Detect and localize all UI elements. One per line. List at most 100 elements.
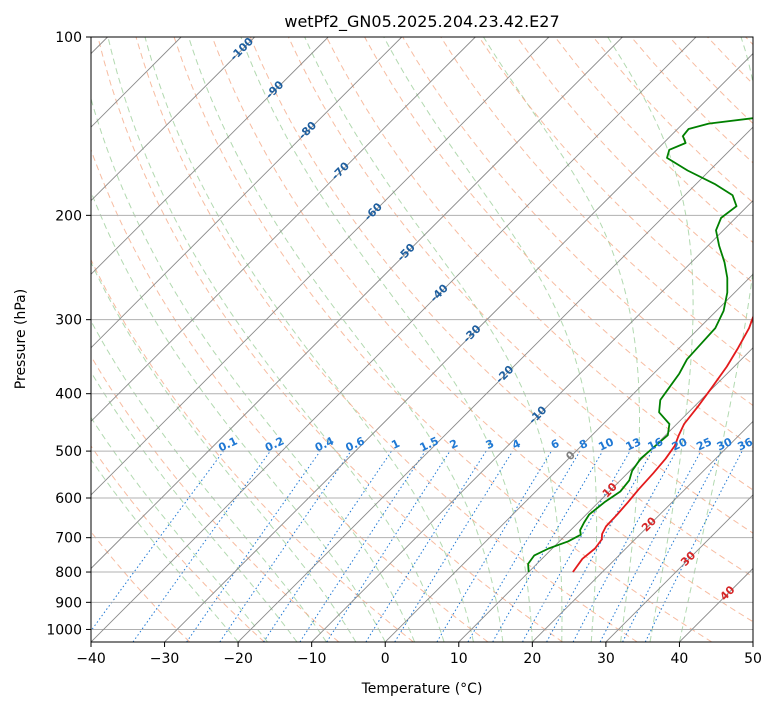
moist-adiabat-line	[144, 37, 474, 642]
y-tick-label: 200	[55, 208, 82, 224]
y-tick-label: 1000	[46, 622, 82, 638]
x-tick-label: −20	[223, 651, 253, 667]
moist-adiabat-line	[91, 261, 357, 642]
mixing-ratio-line	[365, 450, 487, 642]
isotherm-label: -40	[428, 281, 451, 304]
x-tick-label: 0	[381, 651, 390, 667]
isotherm-line	[311, 200, 753, 642]
moist-adiabat-line	[483, 37, 640, 642]
mixing-ratio-label: 20	[670, 435, 690, 453]
isotherm-line	[164, 52, 753, 642]
profile-series	[527, 117, 753, 573]
y-axis-ticks: 100 200 300 400 500 600 700 800 900 1000	[46, 30, 91, 638]
x-tick-label: −30	[150, 651, 180, 667]
chart-title: wetPf2_GN05.2025.204.23.42.E27	[284, 12, 559, 32]
mixing-ratio-label: 13	[624, 435, 643, 453]
isotherm-label: -90	[263, 78, 286, 101]
isopleth-labels: -100-90-80-70-60-50-40-30-20-10010203040…	[216, 35, 755, 604]
y-tick-label: 700	[55, 531, 82, 547]
x-axis-title: Temperature (°C)	[361, 681, 483, 697]
dry-adiabat-line	[478, 37, 753, 324]
isotherm-line	[91, 37, 550, 496]
isotherm-line	[605, 494, 753, 642]
x-tick-label: −40	[76, 651, 106, 667]
mixing-ratio-line	[91, 450, 224, 632]
x-tick-label: 50	[744, 651, 762, 667]
mixing-ratio-line	[599, 450, 702, 642]
isotherm-line	[752, 641, 753, 642]
mixing-ratio-label: 10	[596, 435, 616, 453]
mixing-ratio-line	[467, 450, 581, 642]
isotherm-label: -30	[460, 322, 483, 345]
moist-adiabat-line	[240, 37, 533, 642]
mixing-ratio-lines	[91, 450, 743, 642]
isotherm-line	[532, 420, 753, 642]
x-tick-label: 10	[450, 651, 468, 667]
dry-adiabat-line	[592, 37, 753, 204]
x-tick-label: 30	[597, 651, 615, 667]
dry-adiabat-line	[91, 148, 489, 642]
moist-adiabat-line	[91, 416, 268, 642]
moist-adiabats	[91, 37, 753, 642]
moist-adiabat-line	[91, 370, 298, 642]
mixing-ratio-label: 25	[694, 435, 713, 453]
mixing-ratio-label: 1	[389, 437, 401, 452]
dry-adiabat-line	[287, 37, 753, 534]
isotherm-label: 40	[717, 583, 737, 603]
dewpoint-profile-line	[527, 117, 753, 573]
moist-adiabat-line	[188, 37, 504, 642]
isotherm-label: -100	[227, 35, 256, 64]
isotherm-line	[384, 273, 753, 642]
moist-adiabat-line	[91, 458, 239, 642]
temperature-profile-line	[572, 314, 753, 573]
moist-adiabat-line	[304, 37, 563, 642]
x-tick-label: −10	[297, 651, 327, 667]
isotherm-line	[91, 37, 697, 642]
dry-adiabat-line	[669, 37, 753, 125]
x-tick-label: 20	[523, 651, 541, 667]
mixing-ratio-label: 36	[736, 435, 756, 453]
dry-adiabat-line	[745, 37, 753, 46]
mixing-ratio-line	[394, 450, 514, 642]
mixing-ratio-line	[263, 450, 392, 642]
mixing-ratio-line	[326, 450, 451, 642]
isotherm-line	[91, 37, 403, 349]
mixing-ratio-line	[644, 450, 743, 642]
isotherm-label: -50	[395, 241, 418, 264]
isotherm-line	[458, 347, 753, 642]
plot-area	[91, 37, 753, 642]
isotherm-label: -10	[526, 403, 549, 426]
mixing-ratio-label: 4	[510, 437, 523, 452]
plot-frame	[90, 36, 754, 643]
y-tick-label: 400	[55, 387, 82, 403]
dry-adiabat-line	[91, 445, 265, 642]
mixing-ratio-label: 6	[549, 437, 562, 452]
y-tick-label: 600	[55, 491, 82, 507]
dry-adiabat-line	[135, 37, 638, 642]
y-tick-label: 900	[55, 595, 82, 611]
moist-adiabat-line	[91, 190, 386, 642]
mixing-ratio-label: 16	[646, 435, 666, 453]
y-tick-label: 300	[55, 313, 82, 329]
isotherm-label: 30	[678, 549, 698, 569]
dry-adiabat-line	[516, 37, 753, 284]
moist-adiabat-line	[607, 37, 694, 642]
mixing-ratio-line	[186, 450, 321, 642]
mixing-ratio-line	[572, 450, 677, 642]
isotherm-line	[91, 37, 329, 275]
dry-adiabat-line	[91, 355, 340, 642]
moist-adiabat-line	[91, 96, 416, 642]
dry-adiabat-line	[173, 37, 713, 642]
mixing-ratio-label: 3	[484, 437, 496, 452]
dry-adiabat-line	[707, 37, 753, 85]
isotherm-label: -80	[296, 119, 319, 142]
dry-adiabat-line	[211, 37, 753, 623]
x-tick-label: 40	[671, 651, 689, 667]
moist-adiabat-line	[107, 37, 445, 642]
moist-adiabat-line	[383, 37, 598, 642]
y-tick-label: 100	[55, 30, 82, 46]
moist-adiabat-line	[678, 37, 753, 642]
mixing-ratio-line	[132, 450, 271, 642]
